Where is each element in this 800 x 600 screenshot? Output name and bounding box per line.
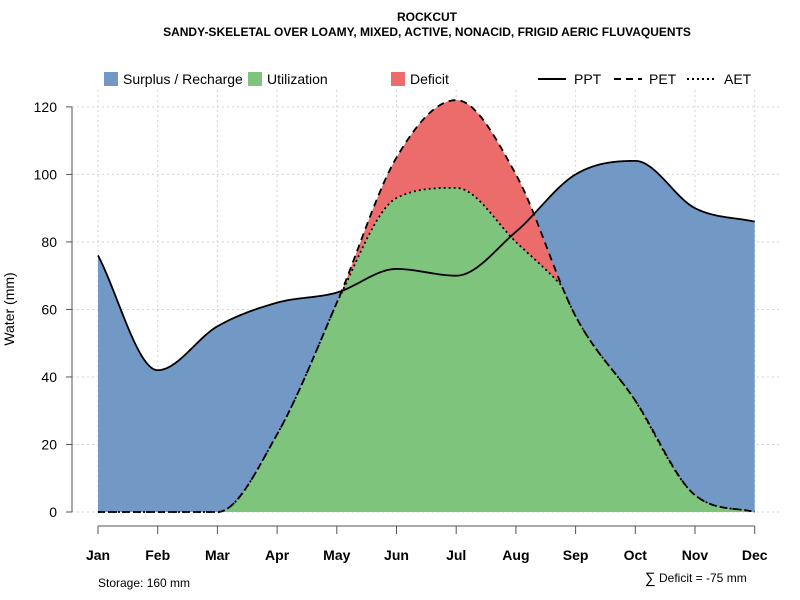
x-tick-label-oct: Oct <box>624 547 648 563</box>
legend-swatch-deficit <box>391 72 405 86</box>
legend-label-pet: PET <box>649 71 677 87</box>
sum-symbol: ∑ <box>645 570 656 587</box>
legend-label-utilization: Utilization <box>267 71 328 87</box>
y-tick-label-6: 120 <box>34 99 58 115</box>
utilization-area <box>98 187 755 512</box>
deficit-note: Deficit = -75 mm <box>659 571 747 585</box>
legend: Surplus / Recharge Utilization Deficit P… <box>104 71 752 87</box>
areas <box>98 100 755 512</box>
y-axis-label: Water (mm) <box>1 272 17 345</box>
legend-swatch-surplus <box>104 72 118 86</box>
storage-note: Storage: 160 mm <box>98 576 190 590</box>
pet-line <box>98 99 755 513</box>
x-tick-label-aug: Aug <box>502 547 529 563</box>
x-tick-label-jul: Jul <box>446 547 466 563</box>
ppt-line <box>97 160 755 372</box>
y-tick-label-0: 0 <box>49 504 57 520</box>
y-tick-label-5: 100 <box>34 166 58 182</box>
axes: 0 20 40 60 80 100 120 Jan Feb Mar Apr May Jun Jul Aug S… <box>34 99 768 563</box>
x-tick-label-dec: Dec <box>742 547 768 563</box>
legend-label-aet: AET <box>724 71 752 87</box>
x-tick-label-jun: Jun <box>384 547 409 563</box>
x-tick-label-apr: Apr <box>265 547 290 563</box>
series-lines <box>97 99 755 513</box>
y-tick-label-3: 60 <box>41 301 57 317</box>
legend-swatch-utilization <box>248 72 262 86</box>
legend-label-surplus: Surplus / Recharge <box>123 71 243 87</box>
legend-label-deficit: Deficit <box>410 71 449 87</box>
deficit-area <box>98 100 755 512</box>
x-tick-label-sep: Sep <box>563 547 589 563</box>
x-tick-label-nov: Nov <box>682 547 709 563</box>
x-tick-label-mar: Mar <box>205 547 230 563</box>
y-tick-label-2: 40 <box>41 369 57 385</box>
chart-subtitle: SANDY-SKELETAL OVER LOAMY, MIXED, ACTIVE… <box>163 25 691 39</box>
chart-title: ROCKCUT <box>397 10 458 24</box>
y-tick-label-1: 20 <box>41 436 57 452</box>
y-tick-label-4: 80 <box>41 234 57 250</box>
x-tick-label-may: May <box>323 547 350 563</box>
x-tick-label-jan: Jan <box>86 547 110 563</box>
legend-label-ppt: PPT <box>574 71 602 87</box>
x-tick-label-feb: Feb <box>145 547 170 563</box>
